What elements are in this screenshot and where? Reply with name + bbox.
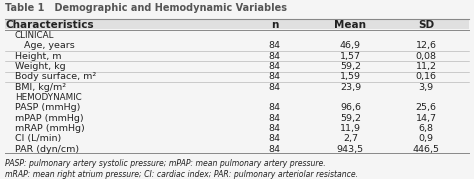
Text: 1,57: 1,57 [340, 52, 361, 61]
Text: n: n [271, 20, 279, 30]
Text: mRAP: mean right atrium pressure; CI: cardiac index; PAR: pulmonary arteriolar r: mRAP: mean right atrium pressure; CI: ca… [5, 170, 358, 179]
Text: PASP: pulmonary artery systolic pressure; mPAP: mean pulmonary artery pressure.: PASP: pulmonary artery systolic pressure… [5, 159, 326, 168]
Text: 59,2: 59,2 [340, 114, 361, 123]
Text: 23,9: 23,9 [340, 83, 361, 92]
Text: 84: 84 [269, 83, 281, 92]
Text: 84: 84 [269, 62, 281, 71]
Text: Characteristics: Characteristics [5, 20, 94, 30]
Text: BMI, kg/m²: BMI, kg/m² [15, 83, 66, 92]
Text: 84: 84 [269, 134, 281, 143]
Text: 12,6: 12,6 [416, 41, 437, 50]
Text: 84: 84 [269, 103, 281, 112]
Text: Body surface, m²: Body surface, m² [15, 72, 96, 81]
Text: 84: 84 [269, 124, 281, 133]
Text: 59,2: 59,2 [340, 62, 361, 71]
Text: 11,9: 11,9 [340, 124, 361, 133]
Text: CI (L/min): CI (L/min) [15, 134, 61, 143]
Text: SD: SD [418, 20, 434, 30]
Text: CLINICAL: CLINICAL [15, 31, 55, 40]
Text: 1,59: 1,59 [340, 72, 361, 81]
Text: 2,7: 2,7 [343, 134, 358, 143]
Text: 446,5: 446,5 [412, 145, 439, 154]
Text: 0,08: 0,08 [416, 52, 437, 61]
Text: mRAP (mmHg): mRAP (mmHg) [15, 124, 85, 133]
Text: 84: 84 [269, 145, 281, 154]
Text: 943,5: 943,5 [337, 145, 364, 154]
Text: 3,9: 3,9 [419, 83, 434, 92]
Text: 14,7: 14,7 [416, 114, 437, 123]
Text: 84: 84 [269, 52, 281, 61]
Text: 84: 84 [269, 72, 281, 81]
FancyBboxPatch shape [5, 19, 469, 29]
Text: 0,9: 0,9 [419, 134, 434, 143]
Text: 11,2: 11,2 [416, 62, 437, 71]
Text: Age, years: Age, years [24, 41, 75, 50]
Text: 6,8: 6,8 [419, 124, 434, 133]
Text: Mean: Mean [335, 20, 366, 30]
Text: 25,6: 25,6 [416, 103, 437, 112]
Text: Height, m: Height, m [15, 52, 61, 61]
Text: 84: 84 [269, 114, 281, 123]
Text: PAR (dyn/cm): PAR (dyn/cm) [15, 145, 79, 154]
Text: HEMODYNAMIC: HEMODYNAMIC [15, 93, 82, 102]
Text: mPAP (mmHg): mPAP (mmHg) [15, 114, 83, 123]
Text: 46,9: 46,9 [340, 41, 361, 50]
Text: Table 1   Demographic and Hemodynamic Variables: Table 1 Demographic and Hemodynamic Vari… [5, 3, 287, 13]
Text: 96,6: 96,6 [340, 103, 361, 112]
Text: 84: 84 [269, 41, 281, 50]
Text: PASP (mmHg): PASP (mmHg) [15, 103, 80, 112]
Text: 0,16: 0,16 [416, 72, 437, 81]
Text: Weight, kg: Weight, kg [15, 62, 65, 71]
